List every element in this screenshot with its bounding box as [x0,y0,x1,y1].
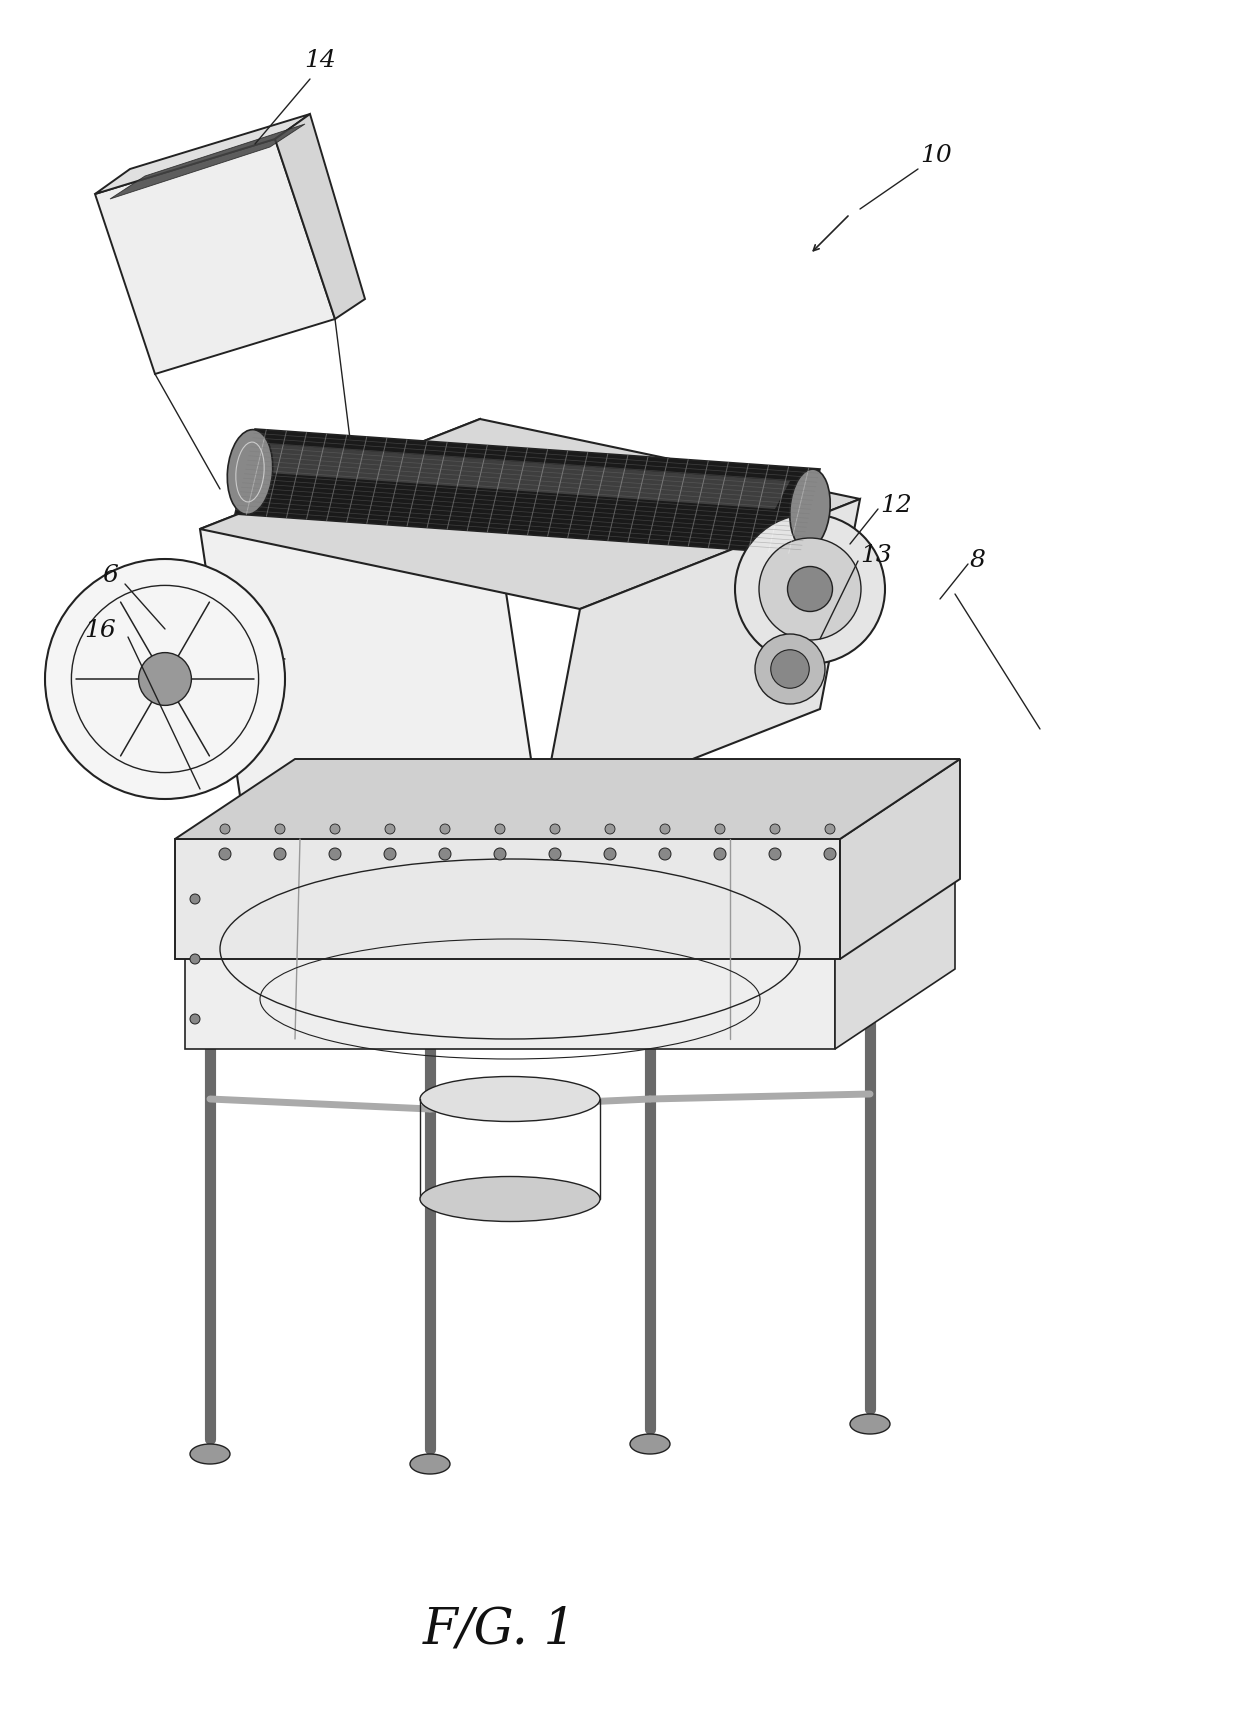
Circle shape [190,1015,200,1024]
Text: 6: 6 [102,563,118,585]
Circle shape [605,824,615,835]
Polygon shape [236,430,820,554]
Polygon shape [95,114,310,196]
Circle shape [274,849,286,861]
Text: 14: 14 [304,48,336,71]
Circle shape [825,849,836,861]
Circle shape [735,514,885,665]
Ellipse shape [849,1415,890,1434]
Polygon shape [539,501,861,819]
Circle shape [384,849,396,861]
Circle shape [439,849,451,861]
Circle shape [330,824,340,835]
Polygon shape [275,114,365,320]
Circle shape [494,849,506,861]
Circle shape [755,634,825,705]
Ellipse shape [190,1444,229,1464]
Polygon shape [835,760,955,1050]
Circle shape [759,539,861,641]
Polygon shape [175,760,960,840]
Circle shape [190,954,200,965]
Circle shape [660,824,670,835]
Circle shape [551,824,560,835]
Polygon shape [95,140,335,374]
Text: 12: 12 [880,494,911,516]
Text: 8: 8 [970,549,986,572]
Ellipse shape [790,469,831,549]
Text: 10: 10 [920,144,952,166]
Circle shape [139,653,191,707]
Ellipse shape [227,430,273,514]
Circle shape [604,849,616,861]
Circle shape [714,849,725,861]
Polygon shape [185,840,835,1050]
Ellipse shape [630,1434,670,1455]
Circle shape [219,849,231,861]
Polygon shape [255,445,790,509]
Circle shape [770,824,780,835]
Circle shape [787,566,832,611]
Text: F/G. 1: F/G. 1 [423,1604,577,1654]
Ellipse shape [420,1176,600,1221]
Polygon shape [175,840,839,960]
Circle shape [495,824,505,835]
Circle shape [769,849,781,861]
Circle shape [190,894,200,904]
Text: 13: 13 [861,544,892,566]
Ellipse shape [410,1455,450,1474]
Ellipse shape [420,1077,600,1122]
Polygon shape [200,419,539,930]
Circle shape [384,824,396,835]
Circle shape [275,824,285,835]
Circle shape [45,559,285,800]
Circle shape [825,824,835,835]
Circle shape [771,651,810,689]
Circle shape [549,849,560,861]
Polygon shape [839,760,960,960]
Polygon shape [110,125,305,199]
Circle shape [219,824,229,835]
Circle shape [329,849,341,861]
Polygon shape [200,419,861,610]
Circle shape [440,824,450,835]
Circle shape [658,849,671,861]
Circle shape [715,824,725,835]
Text: 16: 16 [84,618,115,641]
